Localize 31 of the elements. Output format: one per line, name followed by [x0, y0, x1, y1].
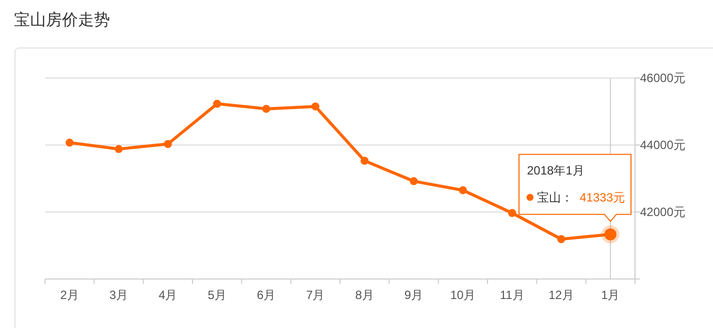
legend-label: 宝山： — [537, 190, 573, 204]
x-tick-label: 5月 — [208, 288, 226, 302]
x-tick-label: 3月 — [109, 288, 128, 302]
point — [508, 209, 516, 218]
point — [164, 140, 172, 148]
point — [458, 186, 467, 194]
x-tick-label: 4月 — [158, 288, 178, 302]
point — [410, 177, 418, 186]
y-tick-label: 46000元 — [640, 71, 686, 85]
x-tick-label: 7月 — [306, 288, 325, 302]
x-tick-label: 9月 — [404, 288, 424, 302]
annotation: 2018年1月 — [527, 163, 584, 178]
point — [114, 145, 123, 154]
data-label: 41333元 — [580, 190, 625, 204]
x-tick-label: 11月 — [500, 288, 524, 302]
x-tick-label: 6月 — [256, 288, 276, 302]
point — [557, 235, 566, 244]
point — [213, 100, 222, 108]
y-tick-label: 44000元 — [640, 138, 686, 152]
x-tick-label: 8月 — [355, 288, 374, 302]
x-tick-label: 12月 — [548, 288, 574, 302]
x-tick-label: 10月 — [450, 288, 476, 302]
x-tick-label: 1月 — [601, 288, 620, 302]
point — [66, 138, 74, 147]
y-tick-label: 42000元 — [640, 205, 686, 219]
point — [262, 104, 270, 113]
point — [360, 156, 369, 165]
title: 宝山房价走势 — [14, 12, 110, 29]
legend: 宝山： — [526, 190, 573, 204]
x-tick-label: 2月 — [60, 288, 79, 302]
point — [311, 102, 320, 110]
